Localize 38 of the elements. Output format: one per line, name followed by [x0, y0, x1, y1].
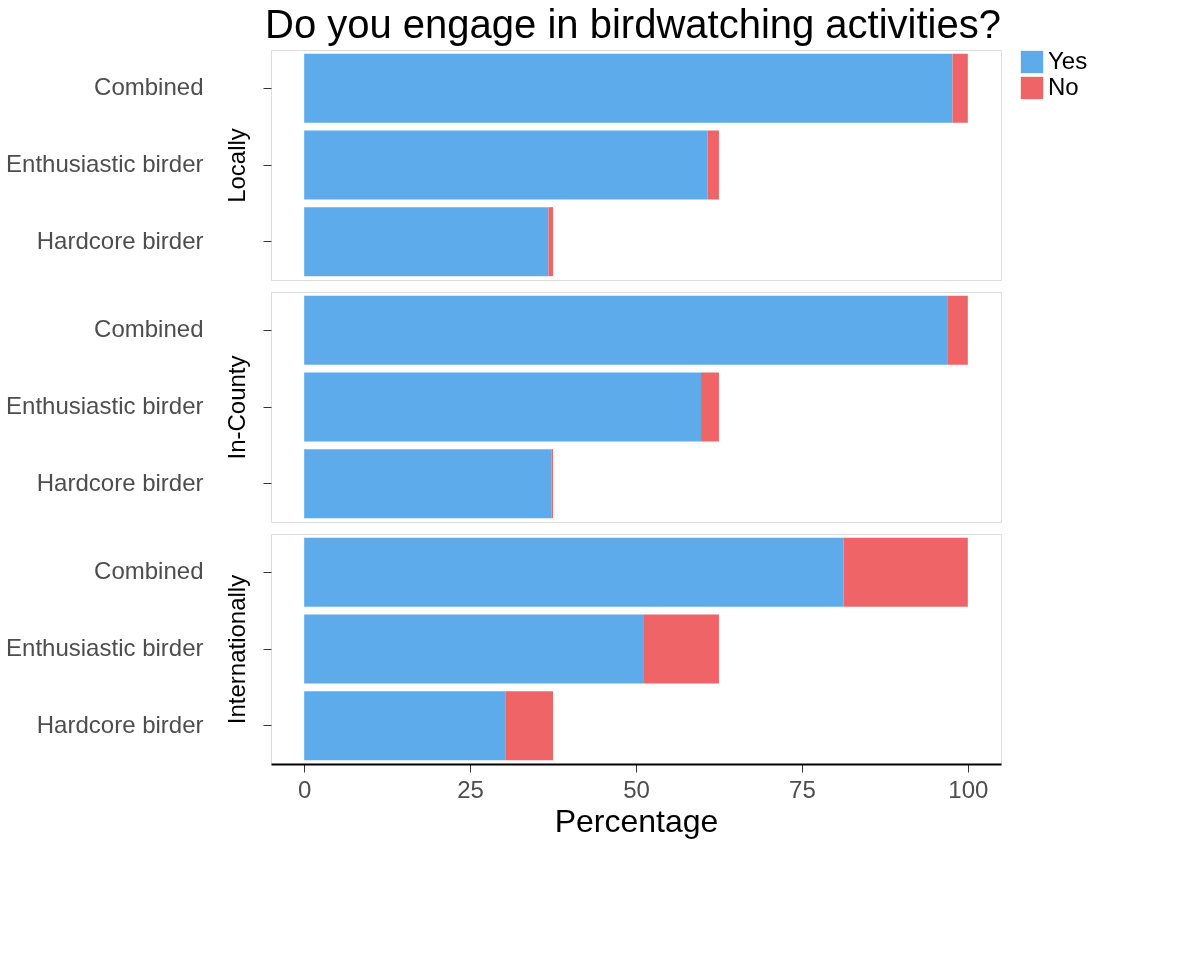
bar	[707, 130, 719, 200]
x-tick-label: 75	[789, 775, 816, 803]
bar	[304, 449, 552, 519]
x-tick-label: 25	[457, 775, 484, 803]
x-tick-label: 100	[948, 775, 989, 803]
bar	[304, 614, 644, 684]
bar	[304, 53, 953, 123]
bar	[701, 372, 719, 442]
legend-label: No	[1048, 73, 1079, 100]
bar	[304, 295, 948, 365]
y-tick-label: Combined	[94, 73, 204, 101]
y-tick-label: Combined	[94, 557, 204, 585]
bar	[643, 614, 719, 684]
y-tick-label: Enthusiastic birder	[6, 392, 204, 419]
y-tick-label: Hardcore birder	[36, 226, 204, 254]
y-tick-label: Hardcore birder	[36, 710, 204, 738]
x-tick-label: 0	[298, 775, 312, 803]
y-tick-label: Hardcore birder	[36, 468, 204, 496]
legend-label: Yes	[1048, 47, 1088, 74]
bar	[505, 691, 554, 761]
x-axis-title: Percentage	[554, 802, 719, 839]
bar	[548, 207, 554, 277]
y-axis-title: Locally	[222, 128, 250, 203]
y-axis-title: In-County	[222, 355, 250, 460]
bar	[304, 207, 549, 277]
bar	[304, 537, 844, 607]
y-tick-label: Enthusiastic birder	[6, 150, 204, 177]
x-tick-label: 50	[623, 775, 650, 803]
bar	[304, 130, 708, 200]
y-tick-label: Enthusiastic birder	[6, 634, 204, 661]
bar	[843, 537, 968, 607]
y-axis-title: Internationally	[222, 574, 250, 725]
chart-title: Do you engage in birdwatching activities?	[265, 2, 1001, 46]
bar	[304, 691, 506, 761]
y-tick-label: Combined	[94, 315, 204, 343]
bar	[952, 53, 968, 123]
bar	[304, 372, 702, 442]
bar	[947, 295, 968, 365]
